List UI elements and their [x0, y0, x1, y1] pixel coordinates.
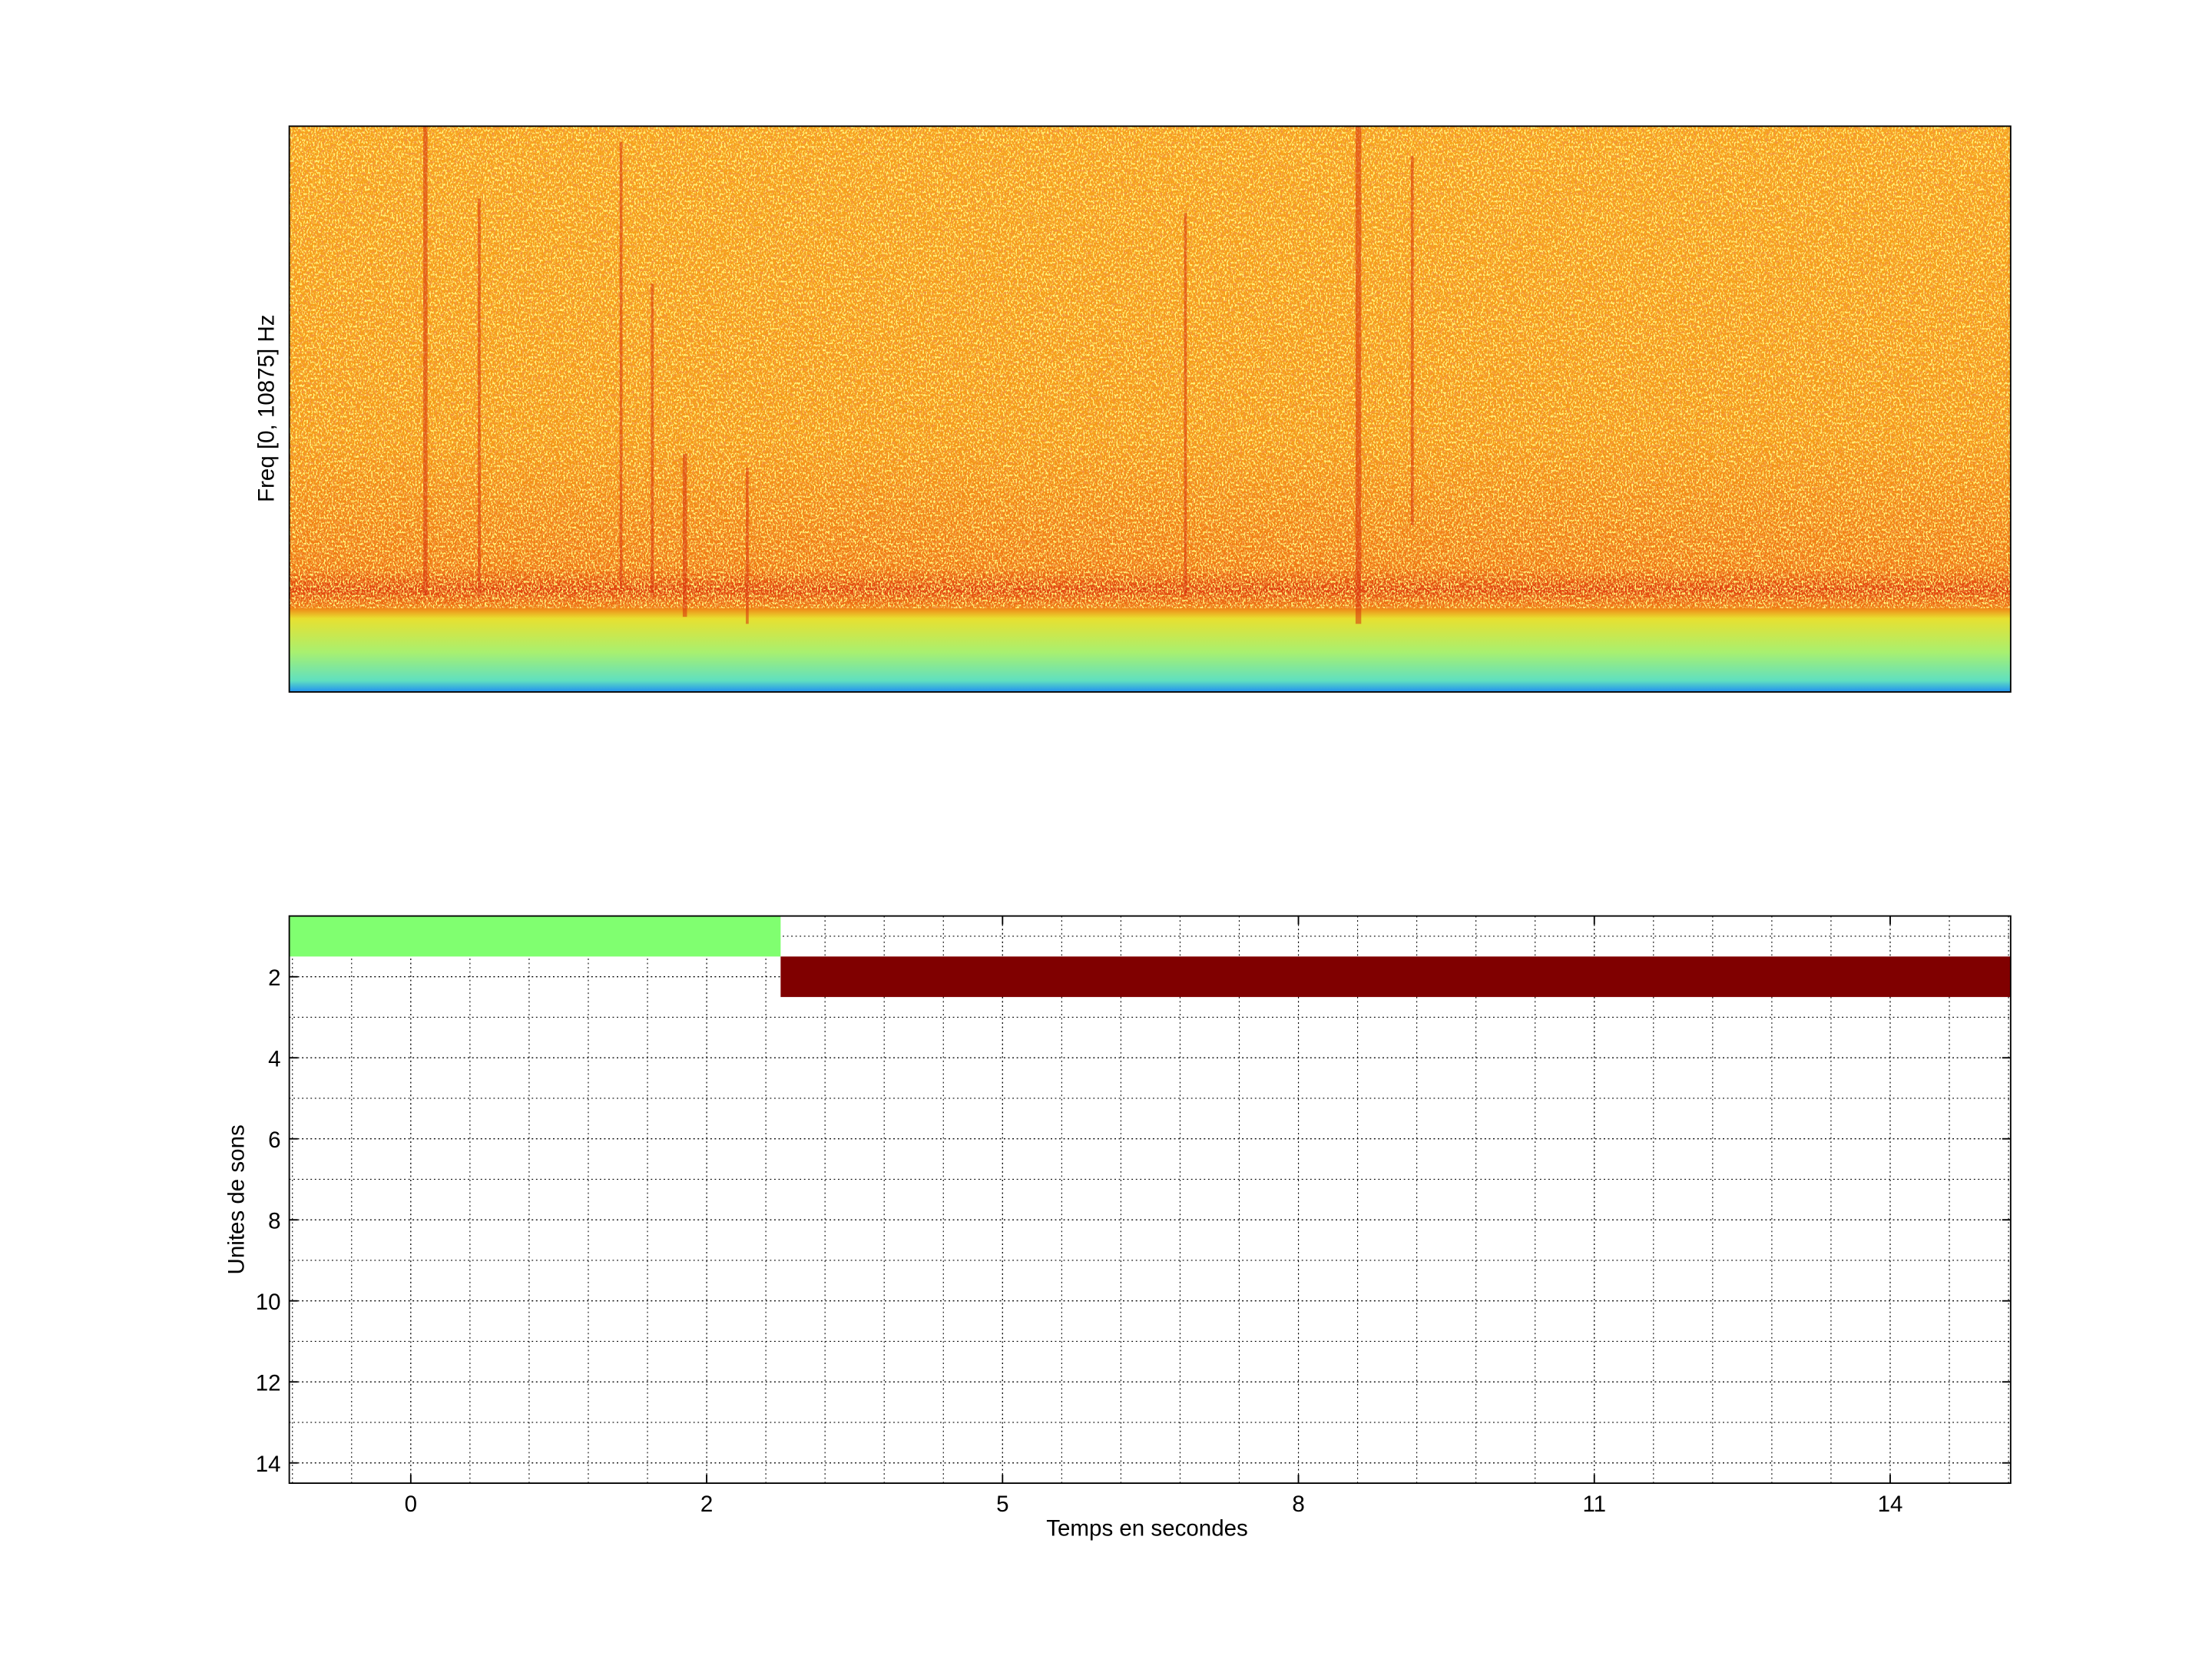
bar: [289, 916, 781, 957]
y-tick-label: 10: [256, 1290, 281, 1315]
y-tick-label: 12: [256, 1370, 281, 1396]
x-tick-label: 8: [1292, 1492, 1304, 1517]
y-tick-label: 2: [268, 965, 280, 991]
y-axis-label: Unites de sons: [224, 1124, 250, 1274]
x-axis-label: Temps en secondes: [1046, 1515, 1248, 1541]
spectrogram-noise: [289, 126, 2011, 609]
y-tick-label: 6: [268, 1128, 280, 1153]
y-tick-label: 4: [268, 1046, 280, 1071]
axes-box: [288, 915, 2012, 1485]
timeline-chart: 0 2 5 8 11 14 2 4 6 8 10 12 14 Temps en secondes Unite…: [224, 915, 2012, 1541]
x-tick-label: 5: [996, 1492, 1008, 1517]
axes-box: [288, 125, 2012, 693]
y-tick-label: 8: [268, 1208, 280, 1233]
x-tick-label: 14: [1878, 1492, 1903, 1517]
y-tick-label: 14: [256, 1452, 281, 1477]
bar: [780, 956, 2011, 998]
x-tick-label: 0: [405, 1492, 417, 1517]
y-axis-label: Freq [0, 10875] Hz: [253, 314, 279, 502]
spectrogram-streaks: [423, 126, 1414, 624]
spectrogram: Freq [0, 10875] Hz: [253, 125, 2012, 693]
x-tick-label: 2: [700, 1492, 713, 1517]
x-tick-label: 11: [1582, 1492, 1606, 1517]
